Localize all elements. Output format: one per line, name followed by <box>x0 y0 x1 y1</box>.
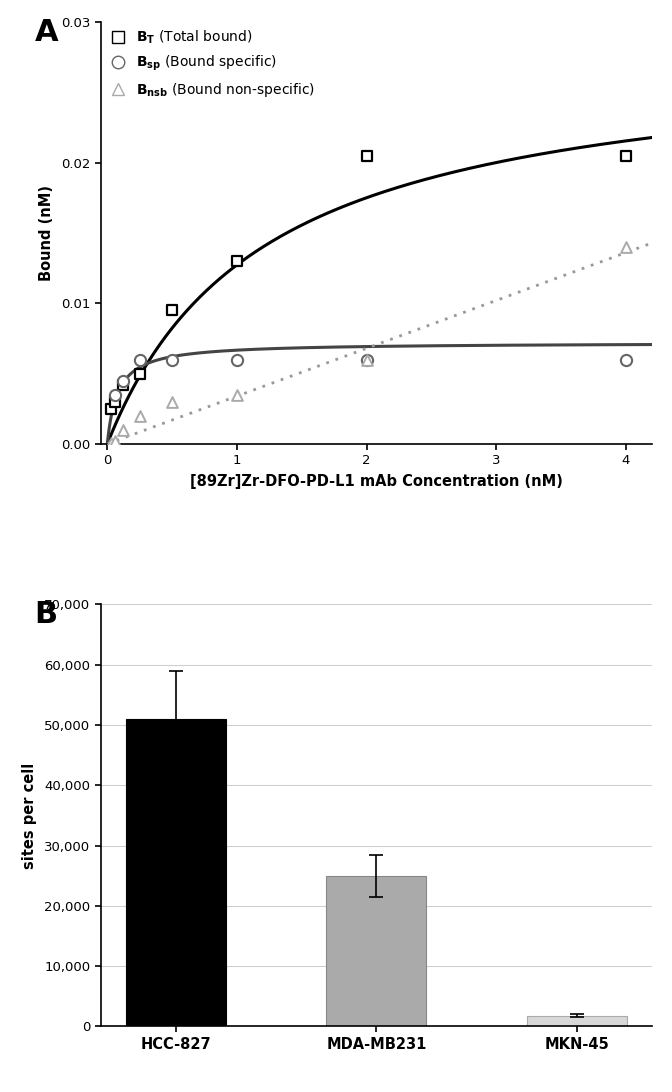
Text: A: A <box>35 17 58 47</box>
Bar <box>527 1016 627 1026</box>
Point <box>134 407 145 425</box>
Point <box>362 351 372 368</box>
Point <box>110 385 121 403</box>
Point <box>167 301 177 319</box>
X-axis label: [89Zr]Zr-DFO-PD-L1 mAb Concentration (nM): [89Zr]Zr-DFO-PD-L1 mAb Concentration (nM… <box>190 474 562 489</box>
Point <box>134 365 145 382</box>
Point <box>620 351 631 368</box>
Point <box>362 146 372 164</box>
Y-axis label: Bound (nM): Bound (nM) <box>39 185 54 281</box>
Point <box>232 252 243 270</box>
Point <box>118 376 129 393</box>
Point <box>620 238 631 256</box>
Point <box>232 351 243 368</box>
Point <box>106 435 117 452</box>
Point <box>110 393 121 411</box>
Point <box>118 422 129 439</box>
Point <box>110 432 121 450</box>
Legend: $\mathbf{B_T}$ (Total bound), $\mathbf{B_{sp}}$ (Bound specific), $\mathbf{B_{ns: $\mathbf{B_T}$ (Total bound), $\mathbf{B… <box>108 28 314 98</box>
Point <box>167 393 177 411</box>
Point <box>620 146 631 164</box>
Text: B: B <box>35 601 58 629</box>
Point <box>232 385 243 403</box>
Bar <box>126 719 226 1026</box>
Bar <box>326 876 427 1026</box>
Point <box>167 351 177 368</box>
Point <box>134 351 145 368</box>
Point <box>362 351 372 368</box>
Y-axis label: sites per cell: sites per cell <box>22 762 38 868</box>
Point <box>118 372 129 390</box>
Point <box>106 400 117 417</box>
